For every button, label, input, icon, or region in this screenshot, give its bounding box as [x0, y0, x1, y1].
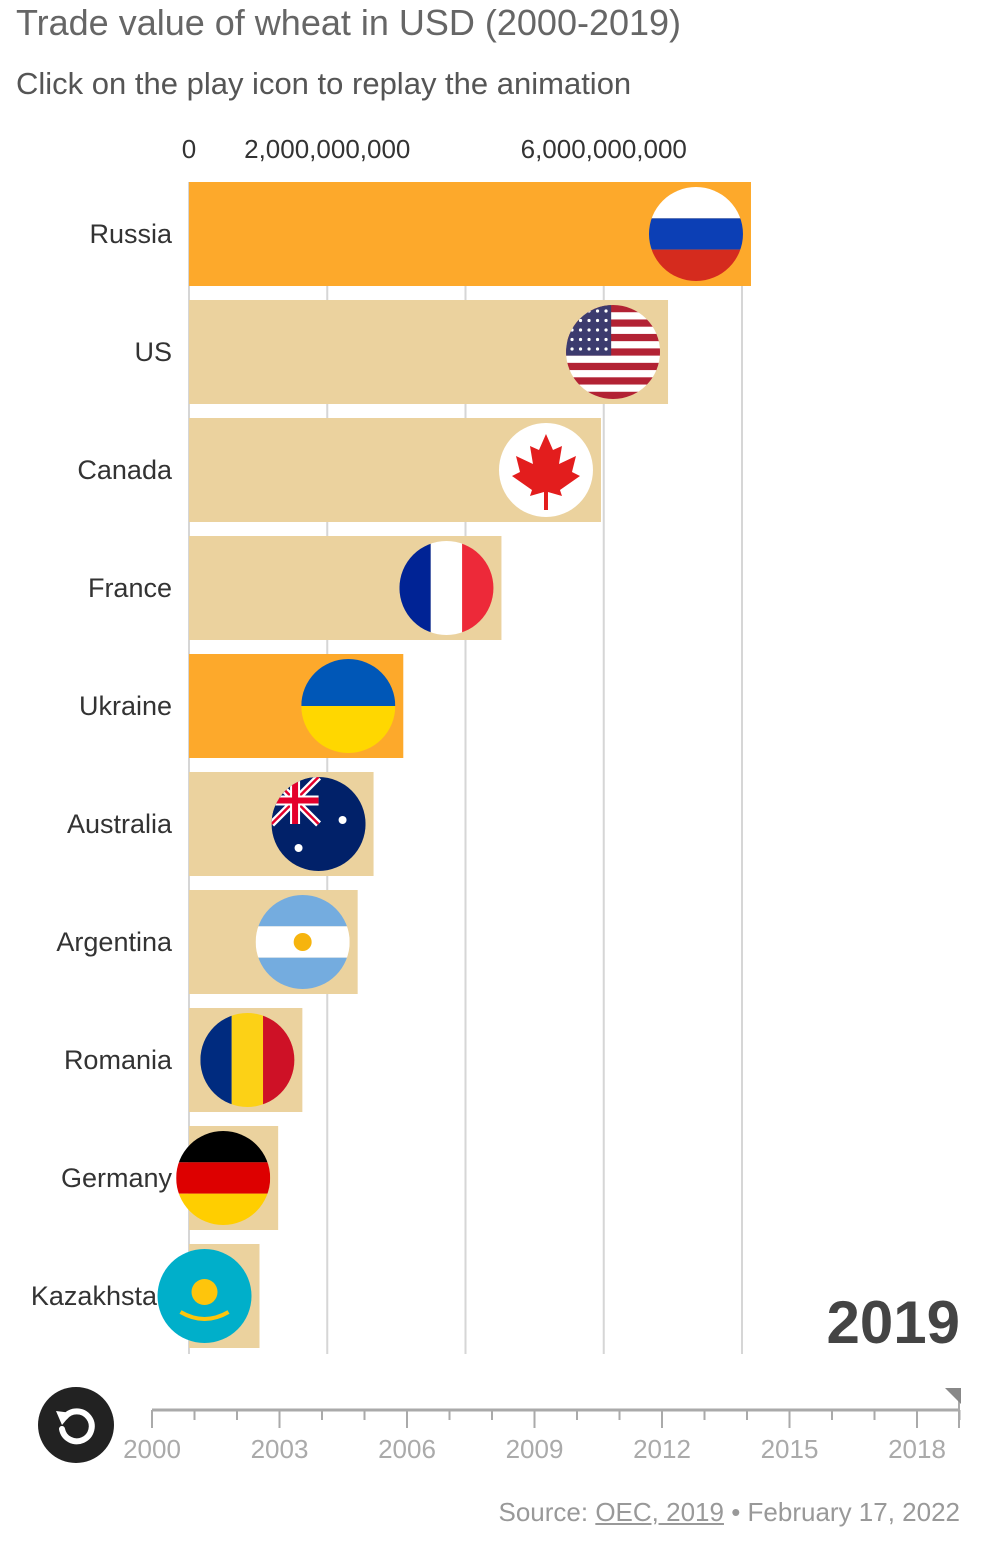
publish-date: February 17, 2022 [747, 1497, 960, 1527]
kazakhstan-flag-icon [157, 1249, 252, 1343]
country-label: Kazakhstan [31, 1281, 172, 1311]
country-label: Argentina [56, 927, 173, 957]
canada-flag-icon [498, 423, 593, 517]
country-label: Germany [61, 1163, 173, 1193]
replay-icon [56, 1408, 95, 1445]
country-label: Canada [77, 455, 173, 485]
timeline-year-label: 2012 [633, 1434, 691, 1464]
current-year-label: 2019 [826, 1289, 960, 1356]
australia-flag-icon [271, 777, 366, 871]
timeline-year-label: 2003 [251, 1434, 309, 1464]
source-separator: • [723, 1497, 748, 1527]
country-label: Romania [64, 1045, 173, 1075]
timeline-year-label: 2018 [888, 1434, 946, 1464]
country-label: US [134, 337, 172, 367]
replay-button[interactable] [38, 1387, 114, 1463]
x-tick-label: 2,000,000,000 [244, 134, 410, 164]
source-prefix: Source: [498, 1497, 596, 1527]
x-tick-label: 6,000,000,000 [521, 134, 687, 164]
x-tick-label: 0 [182, 134, 196, 164]
bar-chart: 0 2,000,000,000 6,000,000,000 Russia US Canad… [31, 134, 751, 1354]
timeline-year-label: 2015 [761, 1434, 819, 1464]
source-note: Source: OEC, 2019 • February 17, 2022 [499, 1497, 961, 1528]
country-label: Australia [67, 809, 173, 839]
ukraine-flag-icon [301, 659, 396, 753]
country-label: France [88, 573, 172, 603]
chart-title: Trade value of wheat in USD (2000-2019) [16, 2, 682, 43]
timeline-year-label: 2006 [378, 1434, 436, 1464]
country-label: Russia [89, 219, 173, 249]
year-timeline[interactable]: 2000 2003 2006 2009 2012 2015 2018 [0, 1380, 986, 1480]
us-flag-icon [566, 305, 661, 399]
timeline-year-label: 2009 [506, 1434, 564, 1464]
timeline-handle[interactable] [945, 1388, 961, 1404]
timeline-year-label: 2000 [123, 1434, 181, 1464]
country-label: Ukraine [79, 691, 172, 721]
chart-subtitle: Click on the play icon to replay the ani… [16, 66, 632, 101]
source-link[interactable]: OEC, 2019 [595, 1497, 724, 1527]
